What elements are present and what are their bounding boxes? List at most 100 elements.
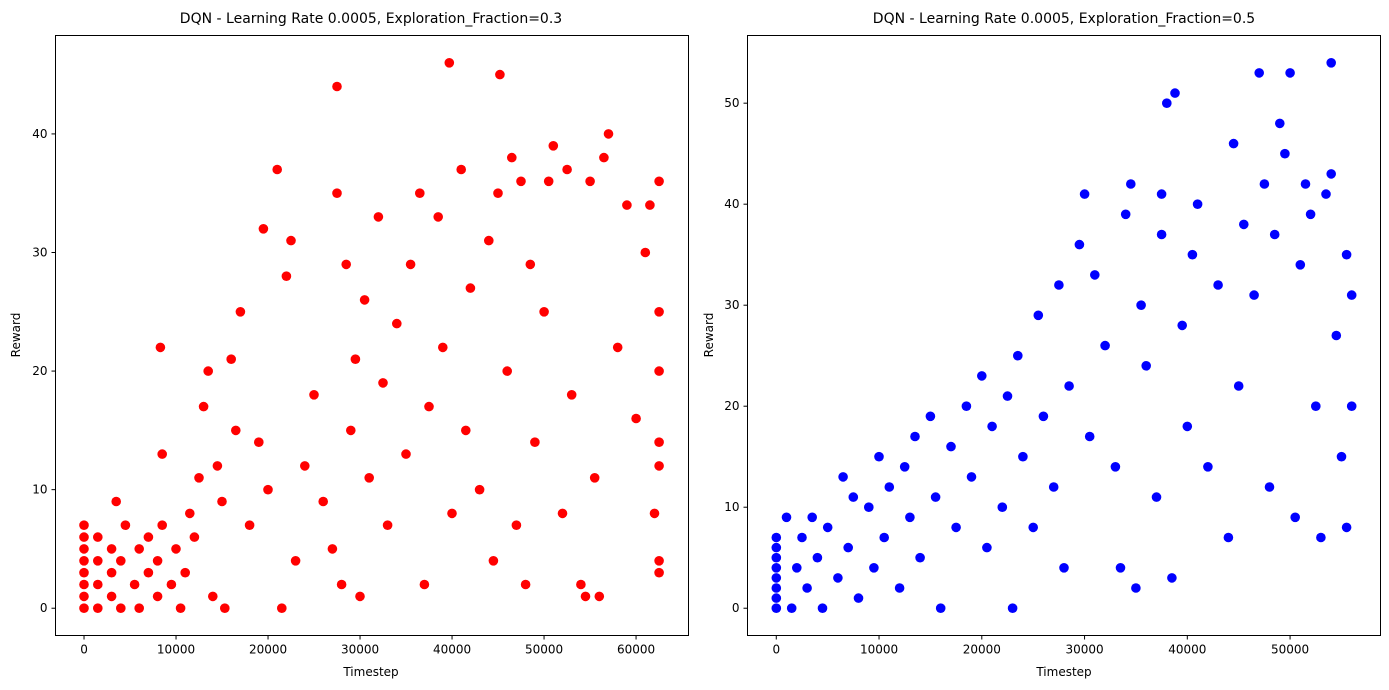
- data-point: [79, 567, 89, 578]
- data-point: [771, 583, 782, 593]
- data-point: [1007, 603, 1018, 613]
- data-point: [771, 532, 782, 543]
- data-point: [373, 212, 384, 222]
- data-point: [93, 579, 103, 590]
- x-axis-label: Timestep: [1035, 665, 1091, 679]
- data-point: [654, 567, 664, 578]
- data-point: [1038, 411, 1049, 422]
- data-point: [79, 520, 89, 530]
- data-point: [493, 188, 503, 198]
- y-tick-label: 20: [724, 399, 739, 413]
- data-point: [1120, 209, 1131, 220]
- data-point: [910, 431, 920, 442]
- data-point: [1126, 179, 1136, 189]
- data-point: [447, 508, 457, 519]
- data-point: [781, 512, 792, 523]
- data-point: [180, 567, 190, 578]
- data-point: [1275, 118, 1285, 129]
- data-point: [1290, 512, 1300, 523]
- data-point: [1213, 280, 1223, 290]
- data-point: [1269, 229, 1280, 240]
- data-point: [120, 520, 131, 530]
- data-point: [771, 563, 782, 573]
- x-tick-label: 10000: [157, 643, 195, 657]
- data-point: [654, 307, 664, 317]
- data-point: [134, 603, 144, 613]
- data-point: [350, 354, 361, 365]
- y-tick-label: 10: [32, 483, 47, 497]
- data-point: [143, 567, 154, 578]
- data-point: [359, 295, 370, 305]
- data-point: [812, 552, 823, 563]
- data-point: [1300, 179, 1311, 189]
- data-point: [1346, 401, 1357, 412]
- data-point: [461, 425, 471, 436]
- data-point: [419, 579, 430, 590]
- data-point: [203, 366, 213, 376]
- data-point: [930, 492, 941, 502]
- data-point: [982, 542, 992, 553]
- data-point: [392, 318, 402, 329]
- data-point: [79, 579, 89, 590]
- data-point: [822, 522, 833, 533]
- y-tick-label: 30: [32, 245, 47, 259]
- data-point: [217, 496, 227, 507]
- y-tick-label: 20: [32, 364, 47, 378]
- data-point: [194, 473, 204, 483]
- data-point: [1280, 148, 1290, 159]
- data-point: [874, 451, 884, 462]
- data-point: [599, 152, 609, 163]
- data-point: [415, 188, 425, 198]
- data-point: [1341, 522, 1352, 533]
- data-point: [424, 401, 434, 412]
- data-point: [961, 401, 972, 412]
- data-point: [152, 556, 163, 566]
- data-point: [802, 583, 812, 593]
- data-points: [771, 58, 1357, 613]
- data-point: [226, 354, 236, 365]
- data-point: [915, 552, 925, 563]
- data-point: [771, 552, 782, 563]
- data-point: [1162, 98, 1172, 108]
- data-point: [543, 176, 554, 187]
- y-tick-label: 0: [40, 601, 48, 615]
- data-point: [771, 573, 782, 583]
- data-point: [1203, 462, 1213, 472]
- y-tick-label: 10: [724, 500, 739, 514]
- data-point: [495, 69, 505, 80]
- data-point: [79, 603, 89, 613]
- data-point: [771, 603, 782, 613]
- data-point: [253, 437, 264, 448]
- y-tick-label: 40: [32, 127, 47, 141]
- data-point: [631, 413, 641, 424]
- data-point: [281, 271, 292, 282]
- data-point: [401, 449, 411, 459]
- data-point: [1346, 290, 1357, 300]
- chart-title: DQN - Learning Rate 0.0005, Exploration_…: [873, 11, 1255, 27]
- data-point: [864, 502, 874, 512]
- data-point: [208, 591, 218, 602]
- data-point: [1100, 340, 1110, 351]
- data-point: [1028, 522, 1038, 533]
- data-point: [1233, 381, 1244, 391]
- data-point: [899, 462, 910, 472]
- data-point: [235, 307, 246, 317]
- x-tick-label: 0: [80, 643, 88, 657]
- data-point: [879, 532, 889, 543]
- data-point: [817, 603, 828, 613]
- data-point: [539, 307, 549, 317]
- data-point: [336, 579, 347, 590]
- data-point: [966, 472, 977, 482]
- data-point: [977, 371, 987, 381]
- x-tick-label: 20000: [963, 643, 1001, 657]
- data-point: [1170, 88, 1180, 98]
- scatter-chart-right: DQN - Learning Rate 0.0005, Exploration_…: [702, 11, 1381, 679]
- data-point: [1110, 462, 1121, 472]
- x-tick-label: 40000: [433, 643, 471, 657]
- data-point: [456, 164, 467, 175]
- data-point: [1331, 330, 1342, 341]
- y-axis-label: Reward: [9, 313, 23, 358]
- data-point: [189, 532, 200, 542]
- data-point: [1059, 563, 1069, 573]
- data-point: [894, 583, 905, 593]
